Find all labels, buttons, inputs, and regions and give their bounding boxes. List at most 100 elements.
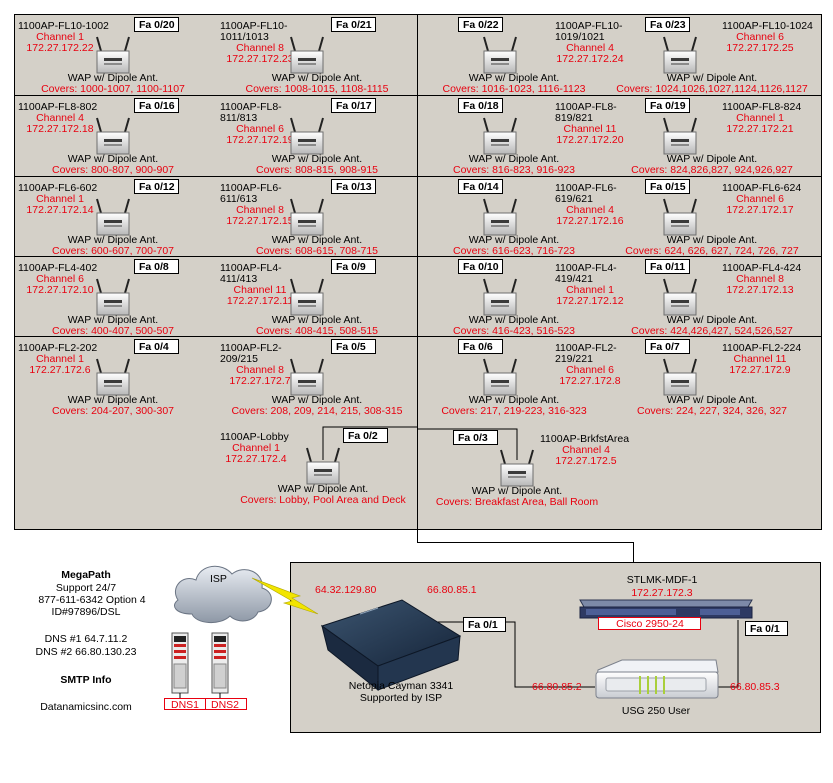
ap-ip: 172.27.172.14 (26, 204, 93, 216)
ap-name: 1100AP-FL6-602 (18, 182, 97, 194)
wap-device-icon (96, 278, 130, 316)
ap-ip: 172.27.172.22 (26, 42, 93, 54)
ap-covers: Covers: 616-623, 716-723 (453, 245, 575, 257)
ap-name: 1100AP-FL6- (220, 182, 282, 194)
ap-label: WAP w/ Dipole Ant. (667, 314, 757, 326)
router-lan-ip: 66.80.85.1 (427, 584, 477, 596)
ap-port: Fa 0/9 (336, 261, 366, 273)
ap-name: 1100AP-FL10- (220, 20, 288, 32)
ap-channel: Channel 6 (36, 273, 84, 285)
ap-ip: 172.27.172.6 (29, 364, 90, 376)
wap-device-icon (96, 36, 130, 74)
ap-channel: Channel 1 (36, 31, 84, 43)
ap-ip: 172.27.172.20 (556, 134, 623, 146)
ap-name: 1100AP-FL8- (220, 101, 282, 113)
isp-provider: MegaPath (61, 569, 111, 581)
ap-ip: 172.27.172.17 (726, 204, 793, 216)
ap-name: 1100AP-FL8- (555, 101, 617, 113)
router-firewall-wire (410, 621, 595, 688)
ap-label: WAP w/ Dipole Ant. (667, 153, 757, 165)
switch-icon (579, 599, 753, 619)
ap-name: 419/421 (555, 273, 593, 285)
ap-label: WAP w/ Dipole Ant. (272, 314, 362, 326)
isp-dns2: DNS #2 66.80.130.23 (36, 646, 137, 658)
wap-device-icon (483, 36, 517, 74)
ap-channel: Channel 8 (236, 364, 284, 376)
ap-covers: Covers: 824,826,827, 924,926,927 (631, 164, 793, 176)
wap-device-icon (663, 117, 697, 155)
port-box (645, 98, 690, 113)
firewall-ip-right: 66.80.85.3 (730, 681, 780, 693)
ap-name: 1100AP-FL4-424 (722, 262, 801, 274)
ap-ip: 172.27.172.19 (226, 134, 293, 146)
ap-label: WAP w/ Dipole Ant. (68, 314, 158, 326)
ap-port: Fa 0/13 (336, 181, 372, 193)
ap-label: WAP w/ Dipole Ant. (472, 485, 562, 497)
ap-channel: Channel 4 (36, 112, 84, 124)
port-box (134, 339, 179, 354)
port-box (331, 339, 376, 354)
ap-port: Fa 0/22 (463, 19, 499, 31)
ap-channel: Channel 11 (234, 284, 287, 296)
isp-phone: 877-611-6342 Option 4 (38, 594, 145, 606)
wap-device-icon (290, 278, 324, 316)
ap-ip: 172.27.172.18 (26, 123, 93, 135)
isp-cloud-icon (174, 565, 272, 623)
ap-port: Fa 0/7 (650, 341, 680, 353)
ap-channel: Channel 8 (236, 42, 284, 54)
port-box (458, 17, 503, 32)
ap-port: Fa 0/15 (650, 181, 686, 193)
isp-label: ISP (210, 573, 227, 585)
ap-name: 1019/1021 (555, 31, 605, 43)
ap-covers: Covers: 608-615, 708-715 (256, 245, 378, 257)
ap-covers: Covers: 624, 626, 627, 724, 726, 727 (625, 245, 799, 257)
ap-name: 1100AP-FL4-402 (18, 262, 97, 274)
ap-name: 1100AP-FL10-1024 (722, 20, 813, 32)
ap-covers: Covers: 800-807, 900-907 (52, 164, 174, 176)
port-box (331, 17, 376, 32)
ap-uplink-wire (322, 426, 417, 460)
wap-device-icon (500, 449, 534, 487)
ap-channel: Channel 4 (566, 204, 614, 216)
ap-label: WAP w/ Dipole Ant. (469, 72, 559, 84)
ap-name: 1011/1013 (220, 31, 269, 43)
dns-server-1-icon (171, 632, 189, 698)
ap-channel: Channel 6 (236, 123, 284, 135)
isp-account: ID#97896/DSL (52, 606, 121, 618)
ap-name: 1100AP-FL4- (555, 262, 617, 274)
switch-port-box (745, 621, 788, 636)
ap-port: Fa 0/3 (458, 432, 488, 444)
switch-model-box (598, 617, 701, 630)
ap-name: 1100AP-BrkfstArea (540, 433, 629, 445)
port-box (645, 259, 690, 274)
isp-support: Support 24/7 (56, 582, 116, 594)
ap-port: Fa 0/23 (650, 19, 686, 31)
ap-channel: Channel 11 (564, 123, 617, 135)
ap-port: Fa 0/12 (139, 181, 175, 193)
ap-covers: Covers: Breakfast Area, Ball Room (436, 496, 598, 508)
port-box (645, 179, 690, 194)
ap-covers: Covers: 816-823, 916-923 (453, 164, 575, 176)
ap-covers: Covers: 808-815, 908-915 (256, 164, 378, 176)
ap-ip: 172.27.172.8 (559, 375, 620, 387)
ap-port: Fa 0/17 (336, 100, 372, 112)
ap-label: WAP w/ Dipole Ant. (68, 234, 158, 246)
ap-covers: Covers: Lobby, Pool Area and Deck (240, 494, 406, 506)
dns2-label: DNS2 (211, 699, 239, 711)
ap-label: WAP w/ Dipole Ant. (68, 153, 158, 165)
ap-name: 1100AP-FL10- (555, 20, 623, 32)
port-box (343, 428, 388, 443)
ap-name: 1100AP-FL8-824 (722, 101, 801, 113)
ap-channel: Channel 1 (566, 284, 614, 296)
